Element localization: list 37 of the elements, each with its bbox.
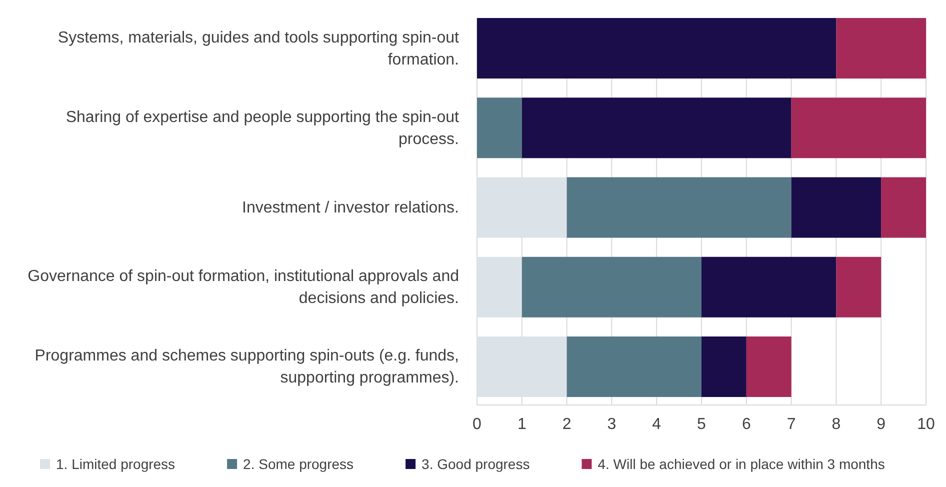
- y-tick-label: Governance of spin-out formation, institutional approvals and decisions and policies.: [28, 268, 459, 308]
- x-tick-label: 10: [917, 416, 935, 433]
- bar: [702, 336, 746, 397]
- bar: [477, 336, 567, 397]
- legend-label: 1. Limited progress: [56, 456, 176, 472]
- y-tick-label: Systems, materials, guides and tools supporting spin-out formation.: [58, 29, 460, 68]
- bar: [791, 98, 926, 158]
- x-tick-label: 6: [742, 416, 751, 433]
- legend-label: 3. Good progress: [422, 456, 530, 472]
- bar: [836, 18, 926, 79]
- bar: [836, 256, 882, 318]
- bar: [477, 256, 522, 318]
- bar: [702, 256, 836, 318]
- y-tick-label: Sharing of expertise and people supporting the spin-out process.: [66, 108, 460, 148]
- x-tick-label: 5: [697, 416, 706, 433]
- bar: [522, 256, 702, 318]
- y-tick-label: Programmes and schemes supporting spin-outs (e.g. funds, supporting programmes).: [34, 348, 459, 387]
- legend-label: 4. Will be achieved or in place within 3 months: [598, 456, 885, 472]
- bar: [477, 177, 567, 238]
- x-tick-label: 9: [876, 416, 886, 433]
- bar: [522, 98, 792, 158]
- x-tick-label: 3: [607, 416, 616, 433]
- bar: [477, 98, 522, 158]
- bar: [791, 177, 882, 238]
- x-tick-label: 8: [832, 416, 841, 433]
- x-tick-label: 1: [517, 416, 526, 433]
- legend-label: 2. Some progress: [243, 456, 354, 472]
- x-tick-label: 2: [562, 416, 572, 433]
- x-tick-label: 0: [472, 416, 482, 433]
- x-tick-label: 7: [786, 416, 796, 433]
- bar: [881, 177, 926, 238]
- bar: [746, 336, 792, 397]
- bar: [566, 177, 792, 238]
- bar: [566, 336, 702, 397]
- bar: [477, 18, 836, 79]
- y-tick-label: Investment / investor relations.: [242, 200, 459, 216]
- x-tick-label: 4: [652, 416, 662, 433]
